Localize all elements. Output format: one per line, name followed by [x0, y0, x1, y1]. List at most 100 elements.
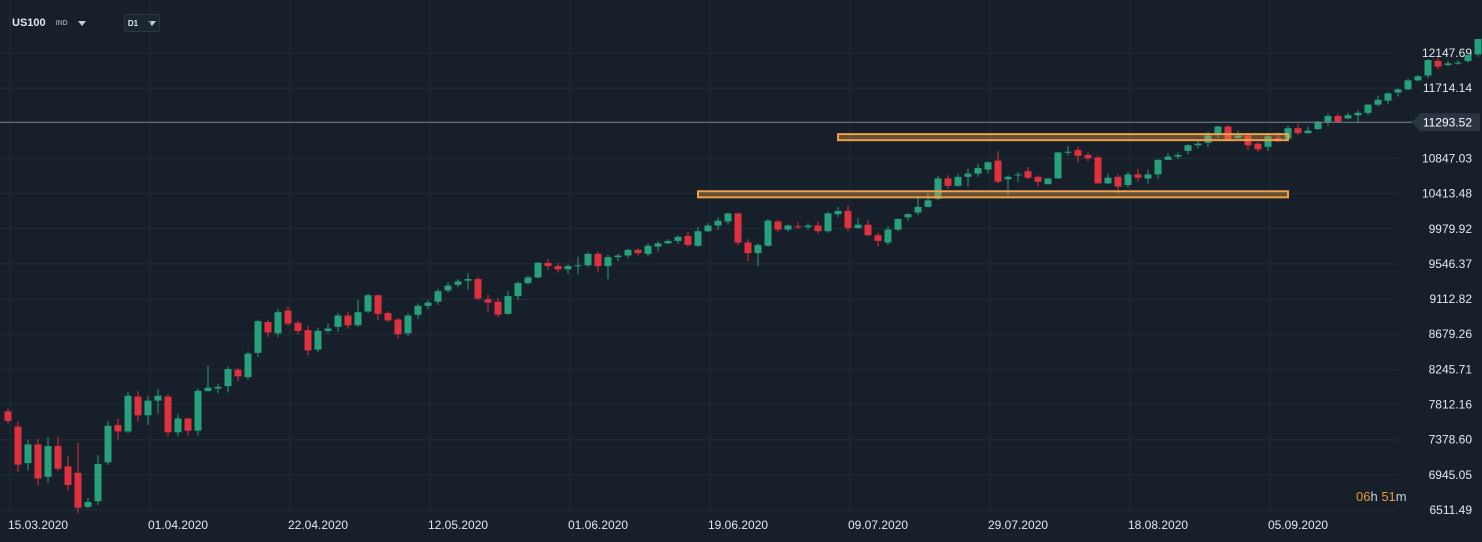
candle: [1034, 176, 1042, 182]
candle: [414, 305, 422, 315]
candle: [224, 369, 232, 387]
candle: [1254, 143, 1262, 150]
candle: [84, 502, 92, 507]
candle: [64, 466, 72, 485]
candle: [344, 315, 352, 326]
x-axis-tick-label: 29.07.2020: [988, 518, 1048, 532]
candle: [704, 225, 712, 232]
candle: [1304, 130, 1312, 134]
candle: [624, 249, 632, 256]
candle: [784, 225, 792, 230]
chart-toolbar: US100 IND D1: [0, 0, 400, 44]
candle: [1414, 76, 1422, 81]
candle: [954, 176, 962, 186]
candle: [24, 444, 32, 464]
candle: [594, 253, 602, 267]
candle: [1344, 115, 1352, 119]
x-axis-tick-label: 01.04.2020: [148, 518, 208, 532]
candle: [1364, 104, 1372, 113]
current-price-tag: [1412, 113, 1480, 132]
candle: [1134, 174, 1142, 178]
candle: [1014, 174, 1022, 176]
candle: [1114, 176, 1122, 187]
candle: [1264, 136, 1272, 147]
candle: [654, 243, 662, 247]
candle: [174, 418, 182, 433]
candle: [1294, 128, 1302, 134]
candle: [194, 390, 202, 431]
candle: [384, 313, 392, 321]
candle: [984, 162, 992, 170]
candle: [284, 310, 292, 324]
candle: [244, 353, 252, 378]
symbol-selector[interactable]: US100 IND: [12, 14, 86, 32]
candle: [1354, 112, 1362, 116]
y-axis-tick-label: 8245.71: [1429, 362, 1473, 376]
y-axis-tick-label: 7378.60: [1429, 433, 1473, 447]
x-axis-tick-label: 05.09.2020: [1268, 518, 1328, 532]
x-axis-tick-label: 01.06.2020: [568, 518, 628, 532]
y-axis-tick-label: 7812.16: [1429, 398, 1473, 412]
candle: [144, 400, 152, 416]
candle: [1374, 99, 1382, 105]
candle: [314, 330, 322, 350]
candle: [1124, 174, 1132, 185]
candle: [774, 221, 782, 230]
candle: [514, 283, 522, 297]
candle: [1334, 116, 1342, 122]
candle: [764, 220, 772, 246]
candle: [254, 321, 262, 353]
chevron-down-icon: [77, 20, 86, 26]
candle: [74, 472, 82, 508]
candle: [184, 418, 192, 431]
candle: [204, 387, 212, 391]
candle: [974, 167, 982, 174]
candle: [1004, 176, 1012, 180]
candle: [1324, 116, 1332, 122]
candle: [1084, 154, 1092, 159]
candle: [1054, 152, 1062, 179]
timeframe-selector[interactable]: D1: [124, 14, 160, 32]
candle: [1044, 178, 1052, 185]
candle: [474, 279, 482, 299]
x-axis-tick-label: 15.03.2020: [8, 518, 68, 532]
candle: [454, 281, 462, 285]
candle: [34, 444, 42, 479]
candle: [524, 277, 532, 284]
candle: [804, 225, 812, 228]
candle: [844, 210, 852, 228]
candle: [264, 322, 272, 333]
horizontal-level-fill: [839, 135, 1287, 140]
candle: [1224, 126, 1232, 140]
candle: [234, 369, 242, 377]
candle: [504, 296, 512, 314]
horizontal-level[interactable]: [837, 133, 1289, 142]
candle: [134, 396, 142, 416]
candle: [484, 299, 492, 303]
candle: [924, 200, 932, 207]
candle: [914, 206, 922, 213]
timeframe-label: D1: [127, 18, 139, 28]
candle: [44, 446, 52, 477]
candle: [1394, 89, 1402, 93]
candle: [564, 266, 572, 270]
x-axis-tick-label: 19.06.2020: [708, 518, 768, 532]
candle: [1104, 177, 1112, 184]
candle: [104, 425, 112, 463]
candle: [164, 396, 172, 433]
horizontal-level[interactable]: [697, 190, 1289, 199]
candle: [634, 249, 642, 254]
candle: [1314, 121, 1322, 130]
candle: [964, 173, 972, 177]
candle: [714, 220, 722, 226]
candle: [1024, 171, 1032, 178]
x-axis-tick-label: 22.04.2020: [288, 518, 348, 532]
y-axis-tick-label: 9546.37: [1429, 257, 1473, 271]
y-axis-tick-label: 6511.49: [1430, 503, 1473, 517]
candle: [824, 213, 832, 232]
candle: [1074, 150, 1082, 156]
candle: [354, 312, 362, 326]
candle: [4, 411, 12, 421]
candle: [864, 224, 872, 236]
